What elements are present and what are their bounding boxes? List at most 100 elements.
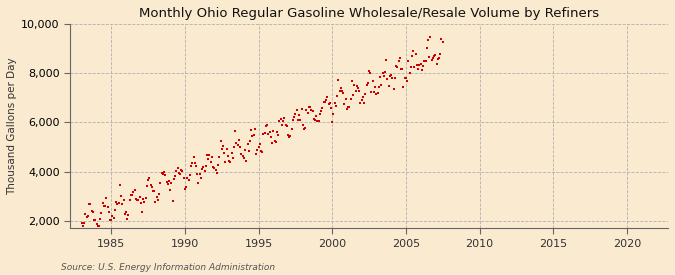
Point <box>217 147 227 151</box>
Point <box>382 77 393 81</box>
Point <box>183 178 194 182</box>
Point <box>323 101 334 106</box>
Point <box>364 68 375 73</box>
Point <box>425 35 436 39</box>
Point <box>229 145 240 150</box>
Point <box>358 94 369 99</box>
Point <box>286 127 297 131</box>
Point <box>214 155 225 159</box>
Point <box>399 76 410 80</box>
Point <box>388 87 399 91</box>
Point <box>280 123 291 127</box>
Point <box>426 58 437 63</box>
Point <box>358 101 369 105</box>
Point <box>381 58 392 62</box>
Point <box>187 160 198 165</box>
Point <box>99 204 109 208</box>
Point <box>250 127 261 131</box>
Point <box>310 118 321 122</box>
Point <box>414 63 425 67</box>
Point <box>109 208 120 212</box>
Point <box>190 164 201 169</box>
Point <box>113 201 124 205</box>
Point <box>283 133 294 137</box>
Point <box>394 56 405 60</box>
Point <box>383 84 394 88</box>
Point <box>160 173 171 177</box>
Point <box>318 100 329 104</box>
Point <box>205 160 216 165</box>
Point <box>306 108 317 112</box>
Point <box>398 84 409 89</box>
Text: Source: U.S. Energy Information Administration: Source: U.S. Energy Information Administ… <box>61 263 275 272</box>
Point <box>424 55 435 59</box>
Point <box>253 145 264 150</box>
Point <box>418 64 429 68</box>
Point <box>325 106 336 110</box>
Point <box>339 101 350 106</box>
Point <box>367 79 378 83</box>
Point <box>117 202 128 207</box>
Point <box>213 163 223 167</box>
Point <box>85 202 96 206</box>
Point <box>165 188 176 192</box>
Point <box>334 89 345 94</box>
Point <box>355 100 366 105</box>
Point <box>204 153 215 157</box>
Point <box>122 216 132 221</box>
Point <box>263 132 274 136</box>
Point <box>140 196 151 200</box>
Point <box>156 170 167 175</box>
Point <box>392 65 403 69</box>
Point <box>94 224 105 228</box>
Point <box>429 53 439 58</box>
Point <box>423 38 433 42</box>
Point <box>238 156 249 161</box>
Point <box>264 130 275 134</box>
Point <box>304 105 315 109</box>
Point <box>340 97 351 102</box>
Point <box>277 118 288 123</box>
Point <box>139 200 150 204</box>
Point <box>210 168 221 173</box>
Point <box>262 123 273 127</box>
Point <box>154 192 165 196</box>
Point <box>420 59 431 64</box>
Point <box>215 139 226 144</box>
Point <box>333 78 344 82</box>
Point <box>200 163 211 168</box>
Point <box>379 69 390 74</box>
Point <box>235 145 246 149</box>
Title: Monthly Ohio Regular Gasoline Wholesale/Resale Volume by Refiners: Monthly Ohio Regular Gasoline Wholesale/… <box>139 7 599 20</box>
Point <box>198 165 209 169</box>
Point <box>236 152 247 156</box>
Point <box>148 188 159 193</box>
Point <box>182 175 193 180</box>
Point <box>105 218 115 223</box>
Point <box>273 133 284 137</box>
Point <box>304 105 315 109</box>
Point <box>176 168 186 173</box>
Point <box>408 49 418 53</box>
Point <box>209 166 220 170</box>
Point <box>415 62 426 66</box>
Point <box>82 214 93 218</box>
Point <box>153 197 163 202</box>
Point <box>112 202 123 206</box>
Point <box>362 81 373 86</box>
Point <box>267 141 277 145</box>
Point <box>119 212 130 216</box>
Point <box>385 74 396 78</box>
Point <box>225 160 236 164</box>
Point <box>416 68 427 73</box>
Point <box>322 95 333 100</box>
Point <box>275 116 286 121</box>
Point <box>300 126 310 130</box>
Point <box>175 172 186 176</box>
Point <box>232 142 243 147</box>
Point <box>178 176 189 180</box>
Point <box>244 138 255 143</box>
Point <box>397 67 408 71</box>
Point <box>135 201 146 206</box>
Point <box>186 164 196 168</box>
